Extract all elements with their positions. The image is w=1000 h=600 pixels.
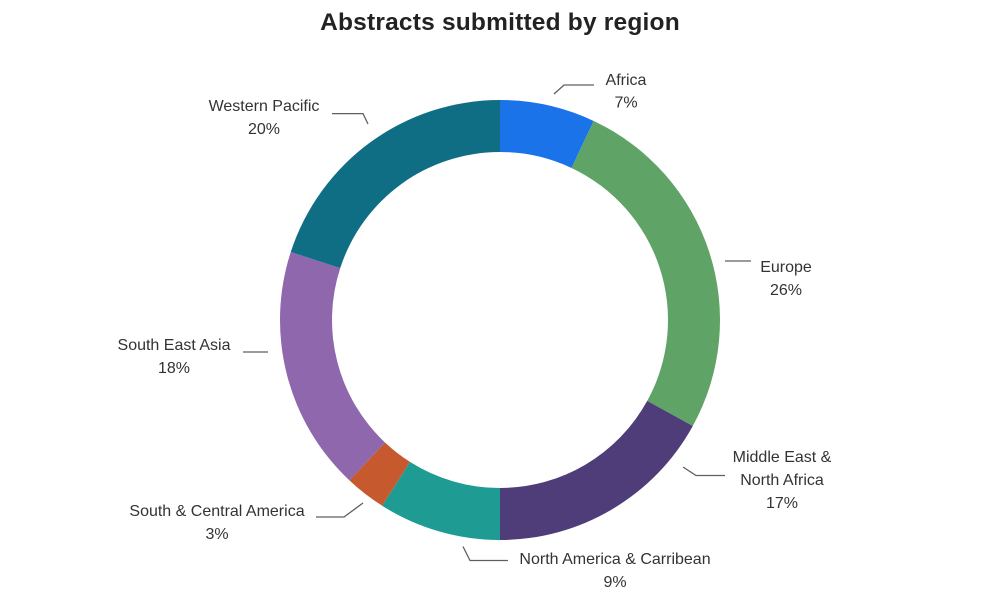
svg-text:South & Central America: South & Central America bbox=[129, 503, 304, 520]
svg-text:3%: 3% bbox=[205, 526, 228, 543]
svg-text:South East Asia: South East Asia bbox=[118, 337, 231, 354]
svg-text:Middle East &: Middle East & bbox=[733, 449, 832, 466]
svg-text:North America & Carribean: North America & Carribean bbox=[519, 551, 710, 568]
svg-text:20%: 20% bbox=[248, 121, 280, 138]
svg-text:7%: 7% bbox=[614, 95, 637, 112]
svg-text:Europe: Europe bbox=[760, 259, 812, 276]
svg-text:Western Pacific: Western Pacific bbox=[209, 98, 320, 115]
svg-text:26%: 26% bbox=[770, 282, 802, 299]
svg-text:18%: 18% bbox=[158, 360, 190, 377]
svg-text:North Africa: North Africa bbox=[740, 472, 824, 489]
svg-text:17%: 17% bbox=[766, 495, 798, 512]
svg-text:Africa: Africa bbox=[606, 72, 647, 89]
svg-text:9%: 9% bbox=[603, 574, 626, 591]
